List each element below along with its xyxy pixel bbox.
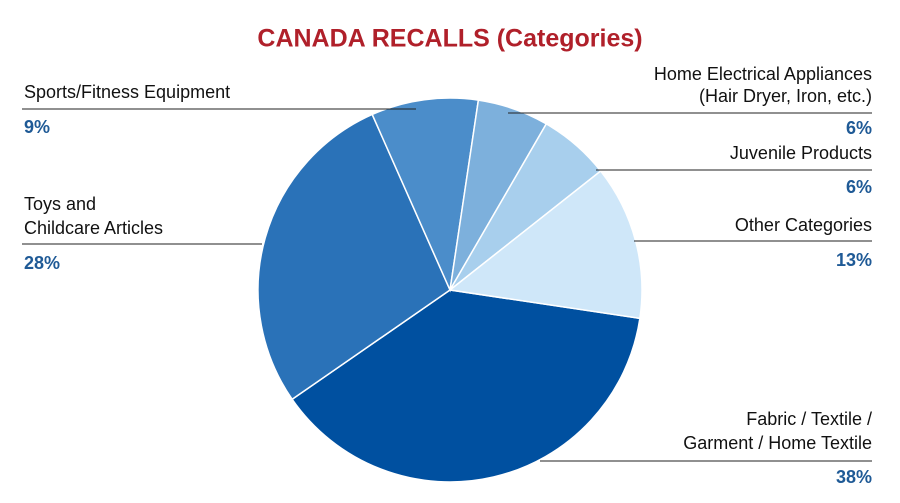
slice-label: Fabric / Textile / — [746, 409, 872, 429]
slice-label: Juvenile Products — [730, 143, 872, 163]
slice-label: (Hair Dryer, Iron, etc.) — [699, 86, 872, 106]
slice-label: Childcare Articles — [24, 218, 163, 238]
chart-title: CANADA RECALLS (Categories) — [257, 25, 642, 53]
value-label: 28% — [24, 253, 60, 273]
slice-label: Home Electrical Appliances — [654, 64, 872, 84]
slice-label: Toys and — [24, 194, 96, 214]
slice-label: Sports/Fitness Equipment — [24, 82, 230, 102]
value-label: 9% — [24, 117, 50, 137]
value-label: 6% — [846, 177, 872, 197]
value-label: 13% — [836, 250, 872, 270]
slice-label: Garment / Home Textile — [683, 433, 872, 453]
pie-slice — [371, 97, 480, 293]
slice-label: Other Categories — [735, 215, 872, 235]
pie-slice — [257, 113, 451, 401]
pie-slice — [291, 289, 641, 483]
value-label: 6% — [846, 118, 872, 138]
value-label: 38% — [836, 467, 872, 487]
